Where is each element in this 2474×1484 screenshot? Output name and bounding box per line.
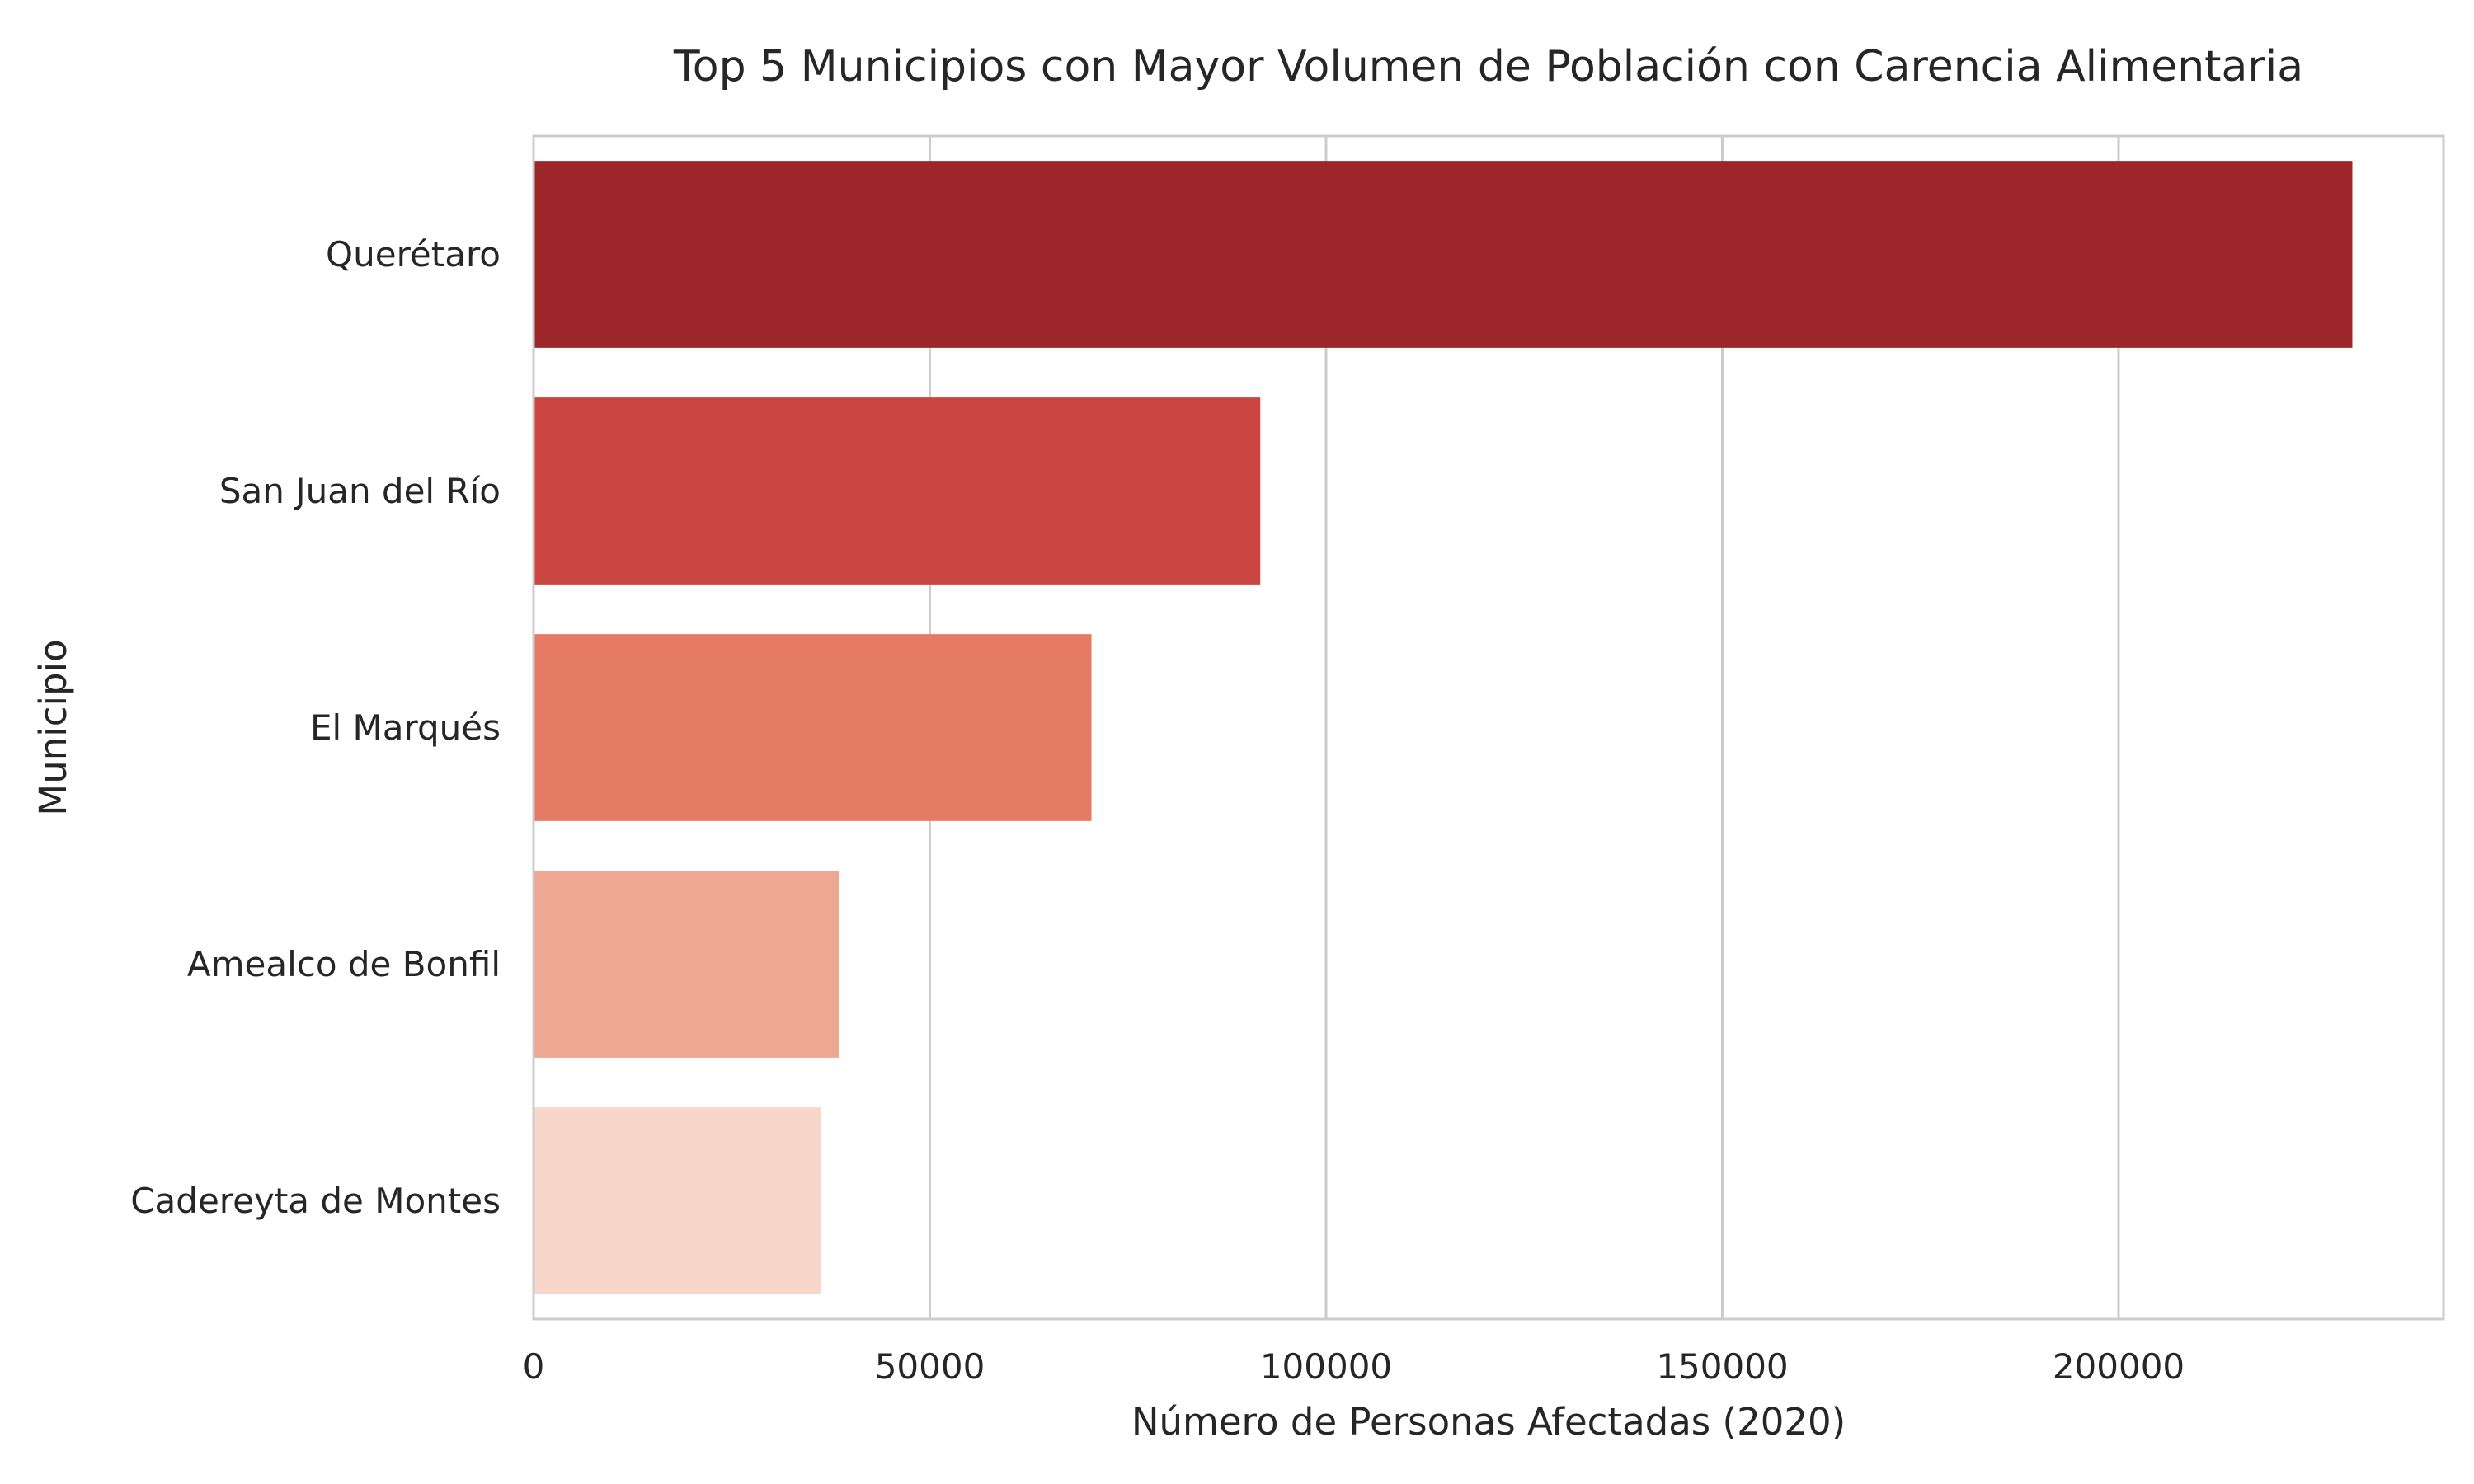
y-tick-label-0: Querétaro [326, 234, 501, 275]
x-tick-label-3: 150000 [1656, 1346, 1788, 1387]
bar-0 [534, 161, 2353, 348]
x-tick-label-2: 100000 [1260, 1346, 1392, 1387]
x-tick-label-1: 50000 [875, 1346, 985, 1387]
y-tick-label-4: Cadereyta de Montes [130, 1181, 501, 1221]
bar-4 [534, 1107, 821, 1294]
chart-title: Top 5 Municipios con Mayor Volumen de Po… [673, 42, 2303, 92]
y-tick-label-1: San Juan del Río [219, 471, 501, 511]
bar-3 [534, 871, 839, 1058]
bar-2 [534, 634, 1092, 821]
x-tick-label-0: 0 [523, 1346, 545, 1387]
x-axis-label: Número de Personas Afectadas (2020) [1131, 1400, 1846, 1444]
bars [534, 161, 2353, 1294]
bar-1 [534, 397, 1261, 585]
y-tick-label-3: Amealco de Bonfil [187, 944, 501, 984]
plot-frame [532, 134, 2445, 1321]
x-tick-label-4: 200000 [2053, 1346, 2185, 1387]
y-tick-label-2: El Marqués [310, 707, 501, 748]
y-axis-label: Municipio [31, 639, 75, 815]
x-axis-ticks: 0 50000 100000 150000 200000 [523, 1346, 2185, 1387]
y-axis-ticks: Querétaro San Juan del Río El Marqués Ameal… [130, 234, 501, 1221]
